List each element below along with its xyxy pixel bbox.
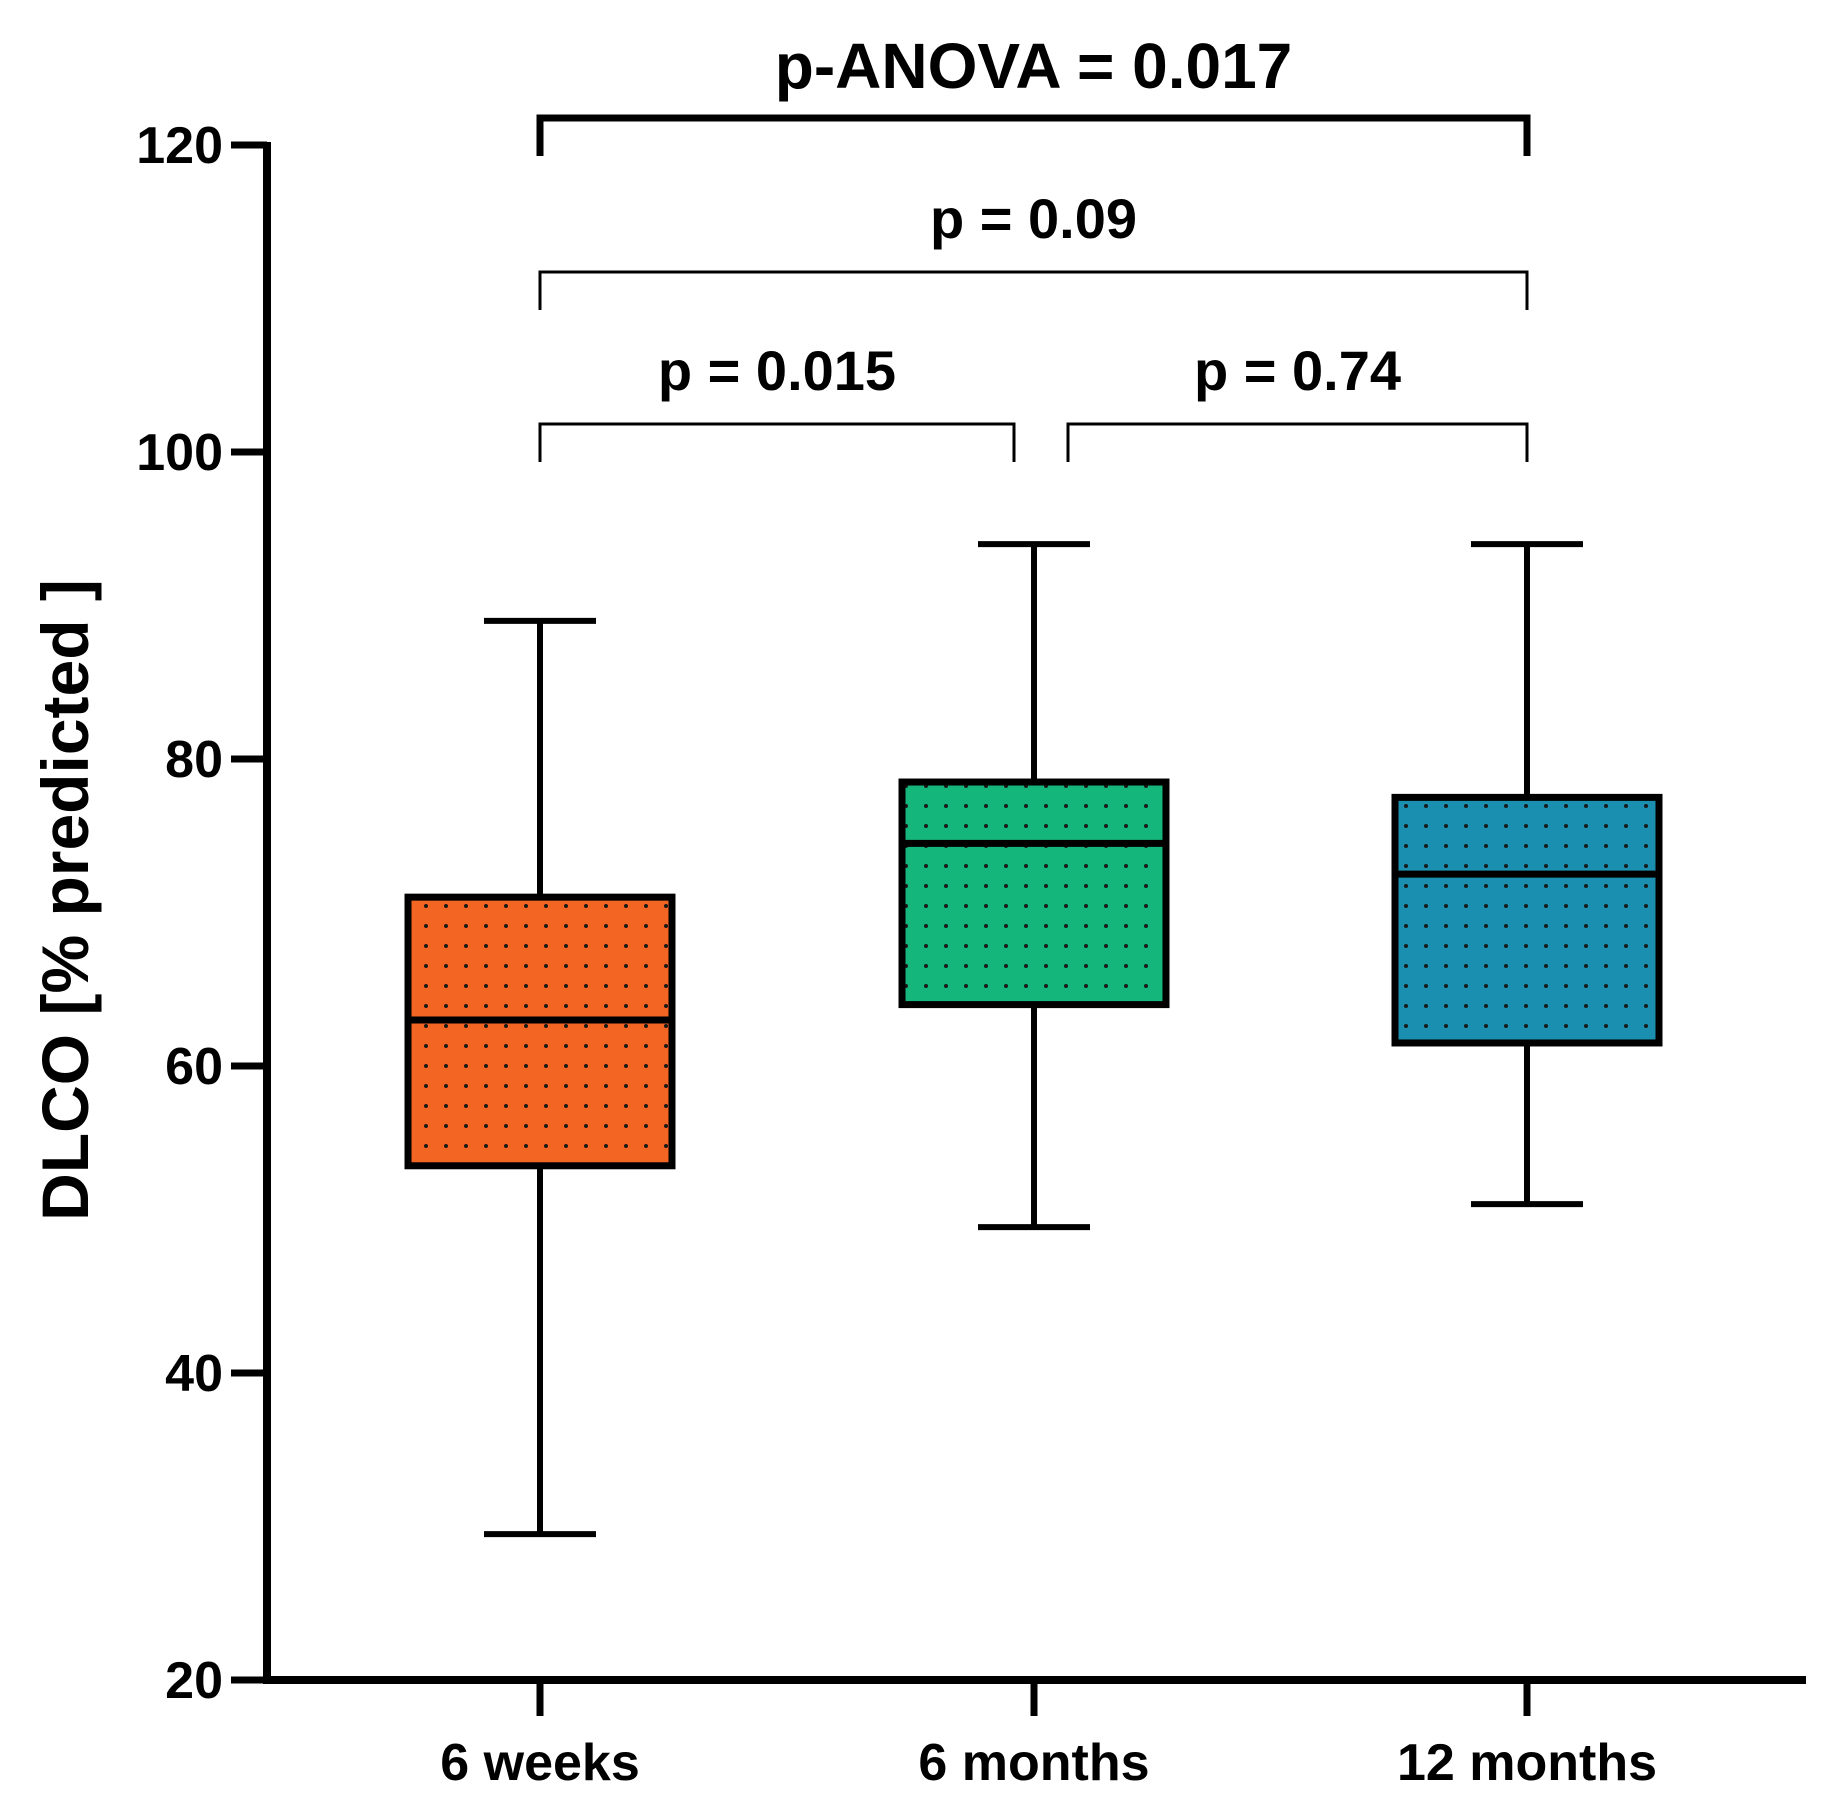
significance-bracket: p = 0.74	[1066, 339, 1529, 462]
bracket-line	[538, 270, 1529, 310]
p-value-label: p = 0.015	[658, 339, 896, 402]
bracket-line	[536, 114, 1531, 156]
box-dot-pattern	[902, 782, 1166, 1005]
significance-bracket: p = 0.09	[538, 187, 1529, 310]
box-6-months	[898, 541, 1170, 1231]
y-tick-label: 120	[136, 117, 223, 175]
y-axis-label: DLCO [% predicted ]	[28, 579, 102, 1221]
box-dot-pattern	[1395, 797, 1659, 1043]
p-value-label: p = 0.09	[930, 187, 1137, 250]
box-12-months	[1391, 541, 1663, 1208]
x-tick-label: 12 months	[1397, 1734, 1657, 1792]
y-tick-label: 80	[165, 731, 223, 789]
box-outline	[898, 778, 1170, 1009]
bracket-line	[538, 422, 1016, 462]
box-outline	[1391, 793, 1663, 1047]
y-tick-label: 40	[165, 1345, 223, 1403]
significance-bracket: p = 0.015	[538, 339, 1016, 462]
p-value-label: p-ANOVA = 0.017	[775, 30, 1293, 102]
box-outline	[404, 893, 676, 1170]
y-tick-label: 20	[165, 1652, 223, 1710]
bracket-line	[1066, 422, 1529, 462]
significance-bracket: p-ANOVA = 0.017	[536, 30, 1531, 156]
x-tick-label: 6 weeks	[440, 1734, 640, 1792]
y-tick-label: 100	[136, 424, 223, 482]
y-tick-label: 60	[165, 1038, 223, 1096]
box-dot-pattern	[408, 897, 672, 1166]
x-tick-label: 6 months	[918, 1734, 1149, 1792]
p-value-label: p = 0.74	[1194, 339, 1401, 402]
box-6-weeks	[404, 617, 676, 1538]
